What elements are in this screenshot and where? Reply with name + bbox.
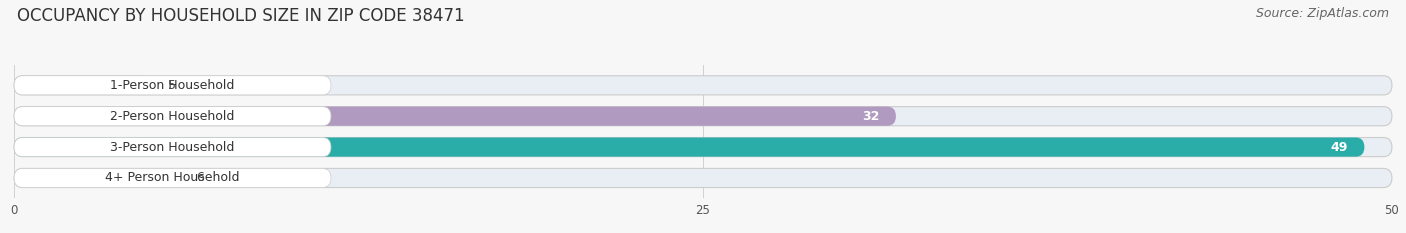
FancyBboxPatch shape [14, 107, 1392, 126]
Text: 5: 5 [169, 79, 176, 92]
Text: 6: 6 [195, 171, 204, 185]
FancyBboxPatch shape [14, 137, 1392, 157]
FancyBboxPatch shape [14, 168, 180, 188]
FancyBboxPatch shape [14, 137, 330, 157]
Text: OCCUPANCY BY HOUSEHOLD SIZE IN ZIP CODE 38471: OCCUPANCY BY HOUSEHOLD SIZE IN ZIP CODE … [17, 7, 464, 25]
FancyBboxPatch shape [14, 107, 330, 126]
FancyBboxPatch shape [14, 76, 1392, 95]
FancyBboxPatch shape [14, 168, 330, 188]
Text: 1-Person Household: 1-Person Household [110, 79, 235, 92]
FancyBboxPatch shape [14, 107, 896, 126]
Text: 49: 49 [1330, 140, 1348, 154]
Text: Source: ZipAtlas.com: Source: ZipAtlas.com [1256, 7, 1389, 20]
FancyBboxPatch shape [14, 168, 1392, 188]
Text: 2-Person Household: 2-Person Household [110, 110, 235, 123]
Text: 3-Person Household: 3-Person Household [110, 140, 235, 154]
FancyBboxPatch shape [14, 137, 1364, 157]
FancyBboxPatch shape [14, 76, 152, 95]
Text: 32: 32 [862, 110, 879, 123]
Text: 4+ Person Household: 4+ Person Household [105, 171, 240, 185]
FancyBboxPatch shape [14, 76, 330, 95]
